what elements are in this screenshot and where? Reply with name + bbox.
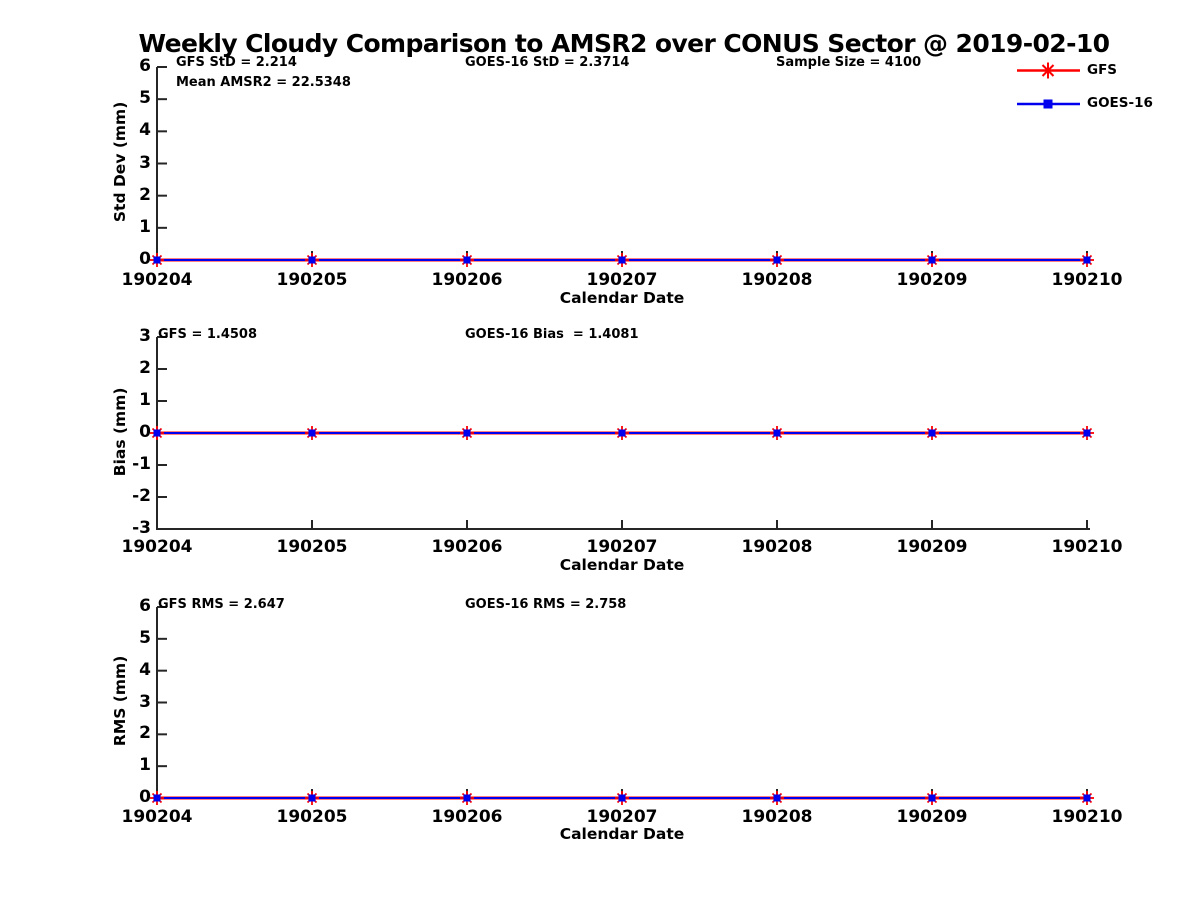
- rms-panel-goes16-marker: [308, 794, 316, 802]
- bias-panel-goes16-marker: [1083, 429, 1091, 437]
- rms-panel-x-tick-label: 190208: [741, 807, 813, 827]
- std-dev-panel-y-tick-label: 1: [139, 217, 151, 238]
- rms-panel-x-tick-label: 190204: [121, 807, 193, 827]
- legend-label: GOES-16: [1087, 95, 1153, 112]
- bias-panel-x-tick-label: 190206: [431, 537, 503, 557]
- rms-panel-y-tick-label: 5: [139, 628, 151, 649]
- legend-label: GFS: [1087, 61, 1118, 78]
- bias-panel-y-tick-label: 0: [139, 422, 151, 443]
- std-dev-panel-x-tick-label: 190208: [741, 270, 813, 290]
- std-dev-panel-y-tick-label: 6: [139, 56, 151, 77]
- rms-panel-x-tick-label: 190206: [431, 807, 503, 827]
- rms-panel-yaxis-title: RMS (mm): [111, 655, 130, 747]
- rms-panel-x-tick-label: 190207: [586, 807, 658, 827]
- std-dev-panel-annotation: Mean AMSR2 = 22.5348: [176, 75, 351, 90]
- bias-panel-xaxis-title: Calendar Date: [559, 556, 685, 574]
- std-dev-panel-annotation: GOES-16 StD = 2.3714: [465, 55, 630, 70]
- std-dev-panel-x-tick-label: 190205: [276, 270, 348, 290]
- std-dev-panel-annotation: Sample Size = 4100: [776, 55, 922, 70]
- bias-panel-y-tick-label: -2: [132, 486, 151, 507]
- rms-panel-x-tick-label: 190205: [276, 807, 348, 827]
- std-dev-panel-x-tick-label: 190209: [896, 270, 968, 290]
- std-dev-panel-x-tick-label: 190204: [121, 270, 193, 290]
- rms-panel-annotation: GFS RMS = 2.647: [158, 597, 285, 612]
- std-dev-panel-goes16-marker: [1083, 256, 1091, 264]
- bias-panel-goes16-marker: [928, 429, 936, 437]
- bias-panel-goes16-marker: [153, 429, 161, 437]
- bias-panel-y-tick-label: -1: [132, 454, 151, 475]
- bias-panel-x-tick-label: 190204: [121, 537, 193, 557]
- std-dev-panel-x-tick-label: 190206: [431, 270, 503, 290]
- bias-panel-yaxis-title: Bias (mm): [111, 387, 130, 477]
- bias-panel-x-tick-label: 190210: [1051, 537, 1123, 557]
- std-dev-panel-y-tick-label: 4: [139, 120, 151, 141]
- rms-panel-goes16-marker: [928, 794, 936, 802]
- std-dev-panel-goes16-marker: [463, 256, 471, 264]
- bias-panel-annotation: GFS = 1.4508: [158, 327, 258, 342]
- rms-panel-y-tick-label: 1: [139, 755, 151, 776]
- rms-panel-y-tick-label: 6: [139, 596, 151, 617]
- std-dev-panel-goes16-marker: [308, 256, 316, 264]
- bias-panel-x-tick-label: 190205: [276, 537, 348, 557]
- bias-panel-y-tick-label: -3: [132, 518, 151, 539]
- bias-panel-y-tick-label: 2: [139, 358, 151, 379]
- rms-panel-y-tick-label: 4: [139, 659, 151, 680]
- rms-panel-goes16-marker: [618, 794, 626, 802]
- std-dev-panel-yaxis-title: Std Dev (mm): [111, 101, 130, 223]
- rms-panel-y-tick-label: 2: [139, 723, 151, 744]
- std-dev-panel-annotation: GFS StD = 2.214: [176, 55, 297, 70]
- bias-panel-goes16-marker: [773, 429, 781, 437]
- rms-panel-x-tick-label: 190210: [1051, 807, 1123, 827]
- rms-panel-x-tick-label: 190209: [896, 807, 968, 827]
- rms-panel-goes16-marker: [1083, 794, 1091, 802]
- std-dev-panel-goes16-marker: [928, 256, 936, 264]
- rms-panel-xaxis-title: Calendar Date: [559, 825, 685, 843]
- bias-panel-goes16-marker: [308, 429, 316, 437]
- rms-panel-goes16-marker: [463, 794, 471, 802]
- bias-panel-x-tick-label: 190208: [741, 537, 813, 557]
- std-dev-panel-y-tick-label: 0: [139, 249, 151, 270]
- bias-panel-goes16-marker: [463, 429, 471, 437]
- bias-panel-x-tick-label: 190209: [896, 537, 968, 557]
- bias-panel-y-tick-label: 3: [139, 326, 151, 347]
- std-dev-panel-y-tick-label: 2: [139, 184, 151, 205]
- std-dev-panel-xaxis-title: Calendar Date: [559, 289, 685, 307]
- bias-panel-goes16-marker: [618, 429, 626, 437]
- rms-panel-y-tick-label: 0: [139, 787, 151, 808]
- rms-panel-annotation: GOES-16 RMS = 2.758: [465, 597, 627, 612]
- std-dev-panel-goes16-marker: [618, 256, 626, 264]
- std-dev-panel-y-tick-label: 3: [139, 152, 151, 173]
- std-dev-panel-x-tick-label: 190210: [1051, 270, 1123, 290]
- legend-gfs-marker-icon: [1041, 64, 1055, 77]
- legend-goes16-marker-icon: [1043, 99, 1053, 109]
- rms-panel-y-tick-label: 3: [139, 691, 151, 712]
- rms-panel-goes16-marker: [153, 794, 161, 802]
- chart-title: Weekly Cloudy Comparison to AMSR2 over C…: [138, 29, 1111, 58]
- rms-panel-goes16-marker: [773, 794, 781, 802]
- bias-panel-y-tick-label: 1: [139, 390, 151, 411]
- std-dev-panel-y-tick-label: 5: [139, 88, 151, 109]
- std-dev-panel-goes16-marker: [153, 256, 161, 264]
- std-dev-panel-goes16-marker: [773, 256, 781, 264]
- std-dev-panel-x-tick-label: 190207: [586, 270, 658, 290]
- bias-panel-x-tick-label: 190207: [586, 537, 658, 557]
- bias-panel-annotation: GOES-16 Bias = 1.4081: [465, 327, 639, 342]
